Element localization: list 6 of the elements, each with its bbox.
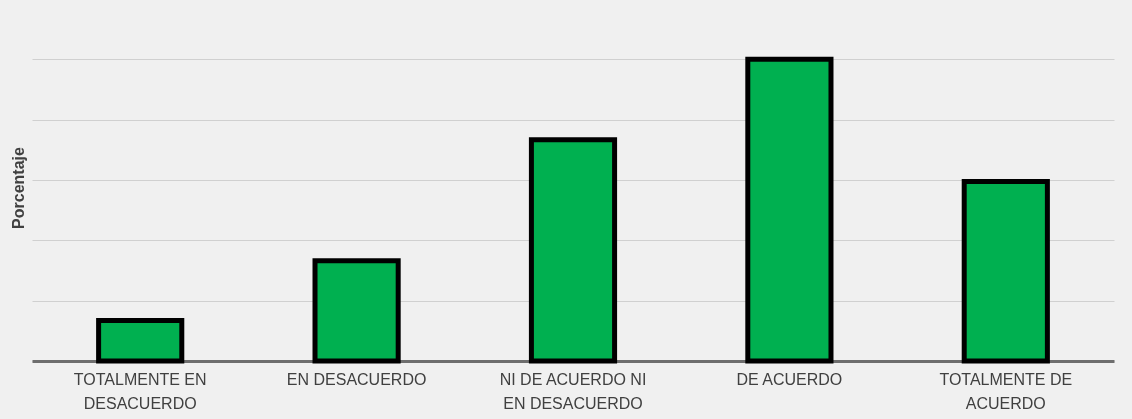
x-tick-label: NI DE ACUERDO NI EN DESACUERDO	[499, 370, 647, 412]
x-tick-label: TOTALMENTE EN DESACUERDO	[73, 370, 207, 412]
y-axis-title: Porcentaje	[9, 146, 27, 229]
x-tick-label: TOTALMENTE DE ACUERDO	[939, 370, 1073, 412]
x-tick-label: DE ACUERDO	[736, 370, 843, 388]
x-tick-label: EN DESACUERDO	[286, 370, 427, 388]
